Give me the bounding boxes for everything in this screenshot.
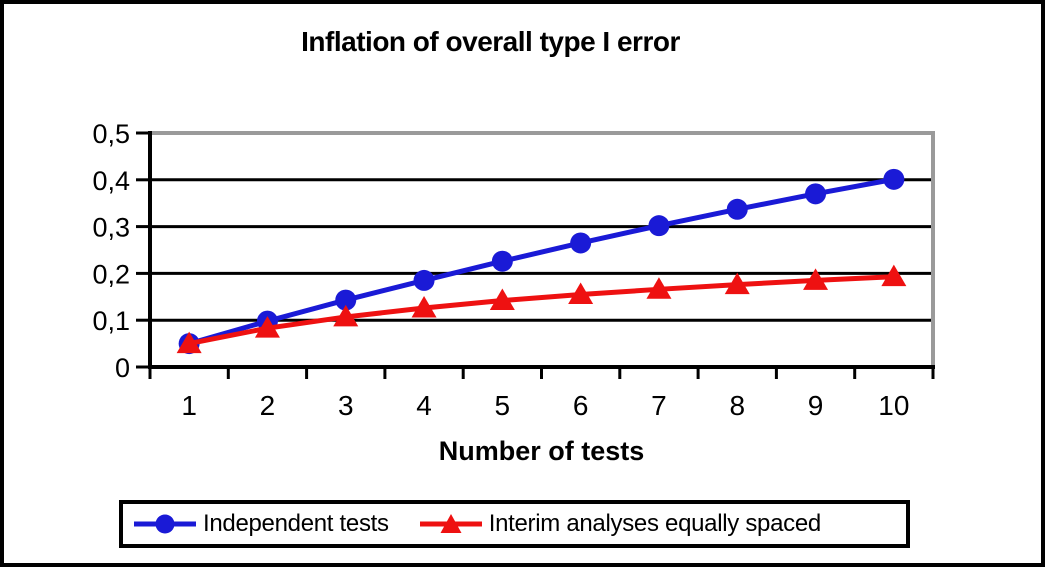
legend: Independent tests Interim analyses equal… (119, 500, 910, 548)
data-point-circle (491, 250, 513, 272)
y-tick-label: 0,4 (92, 166, 130, 196)
y-tick-label: 0 (115, 353, 130, 383)
x-axis-title: Number of tests (438, 436, 645, 466)
data-point-triangle (489, 288, 515, 311)
y-tick-label: 0,2 (92, 259, 130, 289)
data-point-triangle (254, 316, 280, 338)
x-tick-label: 10 (878, 390, 909, 421)
line-circle-marker-icon (134, 514, 196, 534)
x-tick-label: 7 (651, 390, 667, 421)
y-tick-label: 0,3 (92, 213, 130, 243)
legend-circle-marker (155, 514, 175, 534)
data-point-circle (726, 198, 748, 220)
chart-title: Inflation of overall type I error (301, 26, 680, 57)
data-point-triangle (176, 331, 202, 354)
x-tick-label: 3 (338, 390, 354, 421)
x-tick-label: 8 (729, 390, 745, 421)
data-point-circle (570, 232, 592, 254)
data-point-circle (335, 289, 357, 311)
x-tick-label: 1 (181, 390, 197, 421)
x-tick-label: 4 (416, 390, 432, 421)
data-point-triangle (568, 282, 594, 304)
data-point-triangle (411, 296, 437, 318)
data-point-triangle (803, 268, 829, 290)
data-point-circle (648, 215, 670, 237)
legend-label-independent-tests: Independent tests (203, 510, 389, 537)
line-triangle-marker-icon (419, 514, 482, 533)
x-tick-label: 5 (495, 390, 511, 421)
data-point-circle (883, 168, 905, 190)
x-tick-label: 6 (573, 390, 589, 421)
data-point-triangle (724, 272, 750, 295)
x-tick-label: 9 (808, 390, 824, 421)
y-tick-label: 0,1 (92, 306, 130, 336)
data-point-triangle (646, 277, 672, 299)
legend-triangle-marker (440, 514, 462, 533)
legend-item-independent-tests: Independent tests (133, 510, 389, 538)
series-line-0 (188, 176, 895, 347)
y-tick-label: 0,5 (92, 119, 130, 149)
plot-area: 0 0,1 0,2 0,3 0,4 0,5 1 2 3 4 5 6 7 8 9 10 (92, 119, 935, 421)
x-tick-label: 2 (260, 390, 276, 421)
legend-item-interim-analyses: Interim analyses equally spaced (419, 510, 821, 538)
series-line-1 (188, 274, 894, 347)
data-point-circle (413, 269, 435, 291)
legend-label-interim-analyses: Interim analyses equally spaced (488, 510, 822, 537)
data-point-triangle (333, 304, 359, 327)
data-point-triangle (881, 264, 907, 287)
data-point-circle (805, 183, 827, 205)
